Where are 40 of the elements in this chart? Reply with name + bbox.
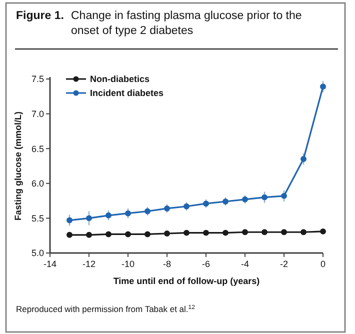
- x-axis-title: Time until end of follow-up (years): [113, 276, 260, 286]
- x-tick-label: -6: [202, 259, 210, 269]
- x-tick-label: -12: [82, 259, 96, 269]
- point: [106, 231, 112, 238]
- point: [281, 229, 287, 236]
- point: [144, 231, 150, 238]
- point: [320, 228, 326, 234]
- point: [281, 192, 287, 199]
- y-tick-label: 5.0: [31, 248, 44, 258]
- point: [203, 230, 209, 236]
- point: [300, 156, 306, 162]
- y-axis-title: Fasting glucose (mmol/L): [13, 111, 23, 221]
- text: Reproduced with permission from Tabak et al.$^{12}$: [16, 304, 195, 314]
- legend-label: Non-diabetics: [90, 74, 150, 84]
- point: [66, 217, 72, 224]
- y-tick-label: 7.0: [31, 108, 44, 119]
- point: [262, 194, 268, 200]
- point: [86, 232, 92, 238]
- y-tick-label: 6.5: [31, 144, 44, 154]
- point: [222, 230, 228, 236]
- point: [125, 231, 131, 238]
- point: [66, 232, 72, 238]
- y-tick-label: 6.0: [31, 178, 44, 189]
- point: [184, 230, 190, 236]
- chart-title: Figure 1. Change in fasting plasma glucose prior to the onset of type 2 diabetes: [16, 10, 302, 37]
- legend-label: Incident diabetes: [90, 88, 164, 98]
- point: [86, 215, 92, 222]
- y-tick-label: 5.5: [31, 213, 44, 224]
- point: [320, 84, 326, 90]
- y-tick-label: 7.5: [31, 74, 44, 84]
- x-tick-label: -4: [240, 259, 250, 269]
- x-tick-label: -14: [43, 259, 57, 269]
- point: [300, 229, 306, 236]
- x-tick-label: -2: [280, 259, 288, 269]
- x-tick-label: 0: [320, 259, 326, 269]
- point: [242, 229, 248, 236]
- x-tick-label: -10: [121, 259, 135, 269]
- x-tick-label: -8: [162, 259, 172, 269]
- point: [164, 230, 170, 236]
- point: [262, 229, 268, 236]
